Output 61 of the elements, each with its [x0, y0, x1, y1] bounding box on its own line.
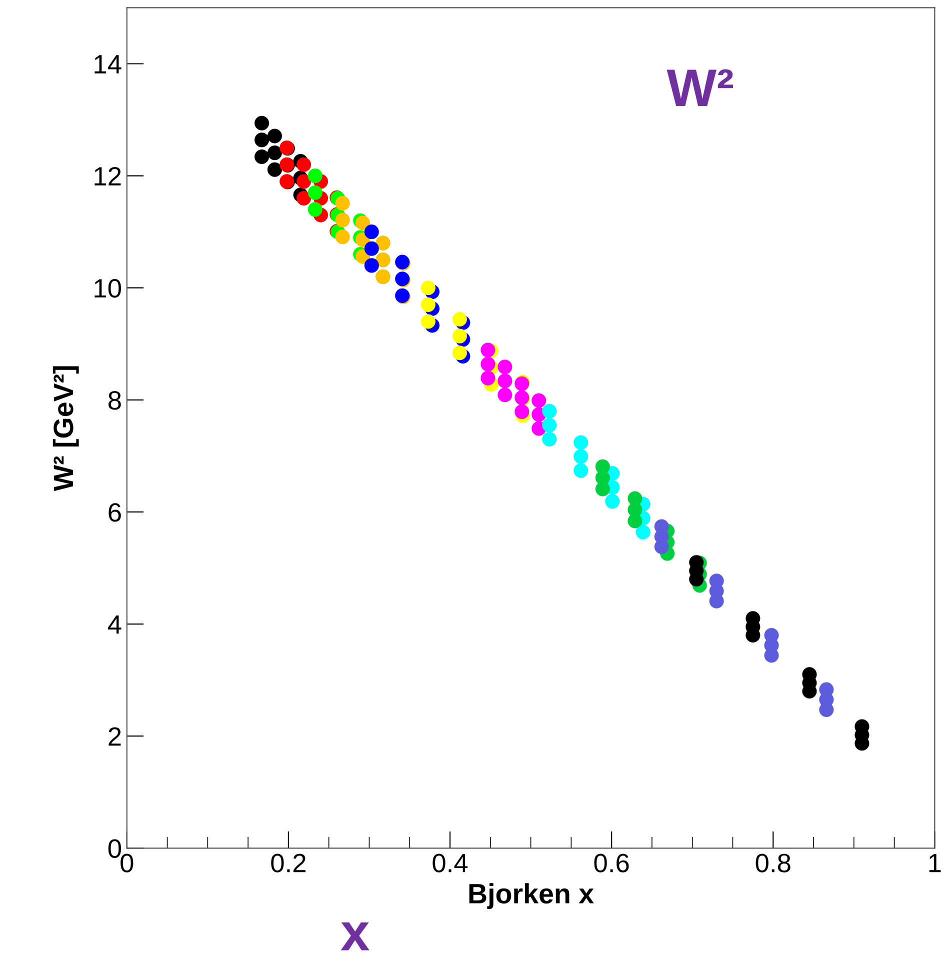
point [574, 449, 588, 464]
x-tick-label: 0.2 [271, 854, 306, 872]
point [595, 482, 610, 496]
x-tick-label: 0.6 [594, 854, 629, 872]
point [452, 312, 467, 327]
point [542, 404, 557, 418]
point [335, 196, 350, 211]
x-tick-label: 0.4 [432, 854, 468, 872]
point [420, 297, 436, 312]
point [364, 241, 379, 256]
text: x [340, 922, 370, 950]
point [267, 146, 282, 160]
point [514, 404, 530, 419]
point [267, 162, 282, 177]
point [420, 280, 436, 296]
point [542, 432, 557, 446]
point [420, 314, 436, 329]
point [605, 494, 620, 509]
y-tick-label: 8 [108, 391, 121, 410]
x-tick-label: 1 [929, 854, 941, 872]
point [532, 393, 546, 408]
point [628, 514, 642, 528]
point [636, 524, 650, 540]
y-tick-label: 6 [108, 503, 121, 522]
point [308, 202, 322, 217]
y-tick-label: 0 [108, 839, 122, 858]
y-tick-label: 2 [108, 727, 121, 746]
point [480, 356, 496, 372]
point [542, 418, 557, 432]
y-tick-label: 12 [94, 166, 121, 186]
point [452, 328, 467, 344]
annotation: W² [666, 69, 734, 106]
point [267, 128, 282, 144]
y-tick-label: 14 [94, 55, 122, 74]
point [498, 360, 512, 374]
y-axis-title: W² [GeV²] [52, 366, 79, 492]
point [308, 185, 322, 200]
y-tick-label: 10 [94, 279, 122, 298]
point [498, 388, 512, 402]
point [254, 116, 270, 130]
x-axis-title: Bjorken x [469, 883, 594, 910]
point [498, 374, 512, 388]
x-tick-label: 0.8 [756, 854, 790, 872]
point [296, 190, 312, 206]
y-tick-label: 4 [108, 615, 122, 634]
point [364, 258, 379, 273]
point [335, 212, 350, 228]
point [335, 230, 350, 244]
point [254, 149, 270, 164]
point [764, 648, 779, 663]
point [574, 435, 588, 450]
point [296, 174, 312, 189]
x-tick-label: 0 [120, 854, 134, 872]
point [452, 346, 467, 360]
point [480, 342, 496, 358]
point [364, 224, 379, 240]
point [480, 370, 496, 386]
point [296, 157, 312, 172]
point [574, 463, 588, 478]
point [254, 132, 270, 148]
point [308, 168, 322, 184]
